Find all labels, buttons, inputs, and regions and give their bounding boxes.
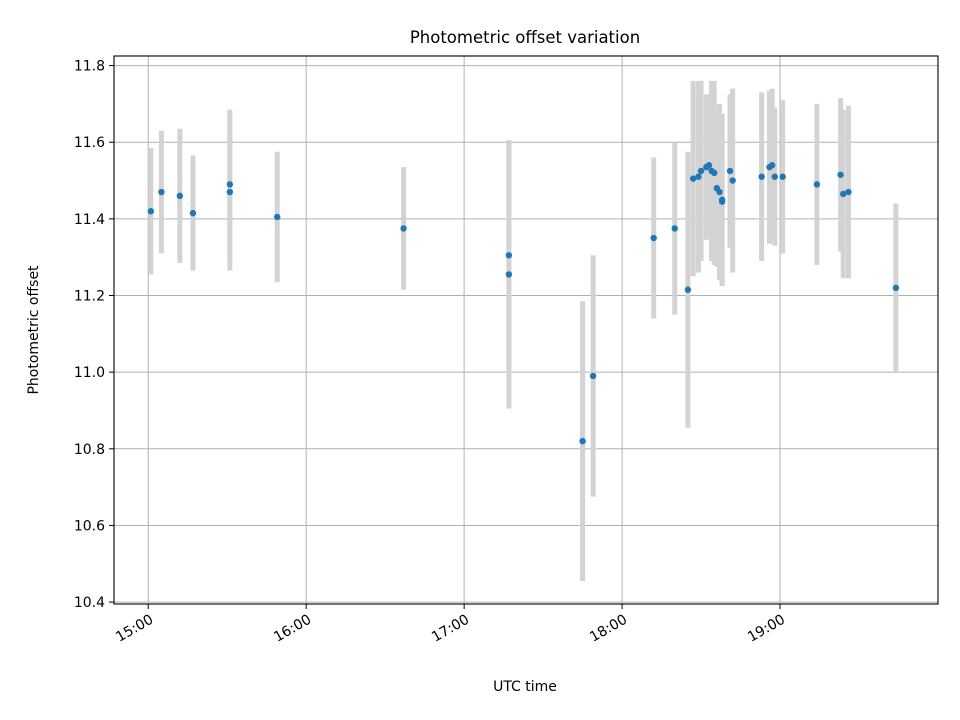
y-tick-label: 11.8: [74, 59, 105, 75]
data-point: [758, 173, 765, 180]
error-bars: [148, 80, 899, 582]
data-point: [711, 169, 718, 177]
data-point: [189, 209, 197, 217]
y-tick-label: 11.4: [74, 212, 105, 228]
data-point: [705, 162, 713, 169]
y-tick-label: 10.8: [74, 442, 105, 458]
data-point: [505, 271, 513, 278]
x-tick-label: 19:00: [745, 612, 788, 646]
x-tick-label: 15:00: [113, 612, 156, 646]
data-point: [845, 188, 852, 196]
x-tick-label: 17:00: [429, 612, 472, 646]
data-point: [589, 372, 597, 380]
y-tick-label: 11.0: [74, 365, 105, 381]
data-point: [718, 198, 726, 205]
data-point: [697, 167, 705, 175]
x-tick-label: 16:00: [271, 612, 314, 646]
y-axis-ticks: 10.4 10.6 10.8 11.0 11.2 11.4 11.6 11.8: [74, 59, 114, 611]
data-point: [579, 437, 586, 445]
x-tick-label: 18:00: [587, 612, 630, 646]
chart-title: Photometric offset variation: [410, 28, 640, 47]
data-point: [716, 188, 723, 196]
data-point: [684, 286, 692, 293]
y-axis-label: Photometric offset: [26, 265, 42, 395]
grid-lines: [114, 56, 938, 604]
data-point: [729, 177, 736, 184]
x-axis-ticks: 15:00 16:00 17:00 18:00 19:00: [113, 604, 788, 646]
data-point: [813, 181, 821, 188]
data-point: [650, 234, 657, 242]
data-point: [695, 173, 702, 180]
data-point: [768, 162, 776, 169]
data-point: [726, 167, 734, 175]
data-point: [779, 173, 786, 180]
data-point: [837, 171, 844, 178]
data-point: [274, 213, 281, 221]
data-point: [771, 173, 778, 180]
data-point: [505, 252, 513, 259]
data-point: [158, 188, 165, 196]
plot-frame: [113, 55, 939, 605]
data-point: [226, 188, 234, 196]
data-point: [226, 181, 234, 188]
data-points: [147, 162, 900, 445]
data-point: [671, 225, 678, 232]
y-tick-label: 10.6: [74, 518, 105, 534]
y-tick-label: 10.4: [74, 595, 105, 611]
y-tick-label: 11.6: [74, 135, 105, 151]
data-point: [689, 175, 697, 182]
data-point: [892, 284, 900, 292]
data-point: [400, 225, 407, 232]
y-tick-label: 11.2: [74, 289, 105, 305]
data-point: [147, 208, 155, 215]
data-point: [176, 192, 184, 200]
x-axis-label: UTC time: [493, 679, 557, 695]
data-point: [840, 190, 847, 198]
